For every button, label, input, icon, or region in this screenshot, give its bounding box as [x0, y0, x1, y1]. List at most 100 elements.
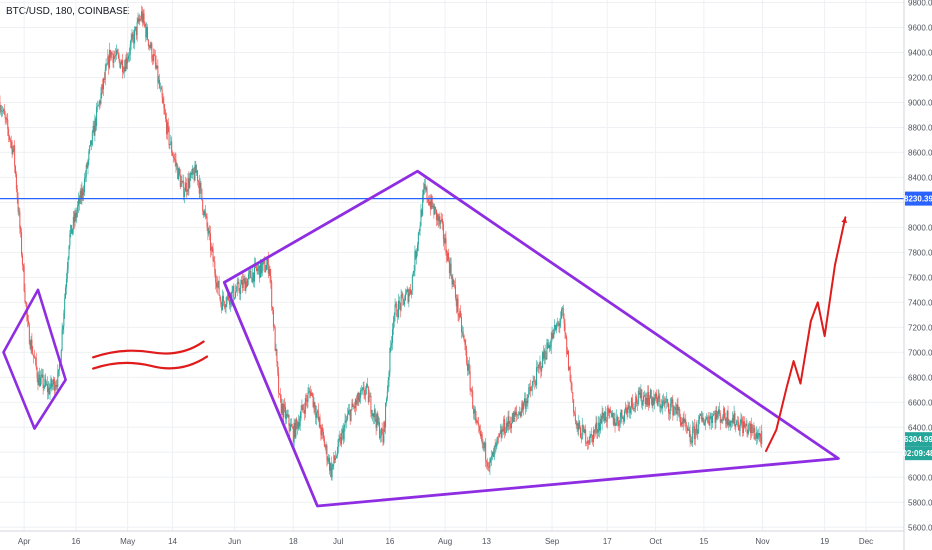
candle-body [235, 290, 237, 292]
candle-body [46, 383, 48, 385]
candle [492, 448, 494, 458]
candle-body [439, 216, 441, 224]
candle-body [693, 426, 695, 428]
candle-body [458, 314, 460, 317]
candle [429, 194, 431, 216]
time-axis[interactable]: Apr 16 May 14 Jun 18 Jul 16 Aug 13 Sep 17 Oct 15 Nov 19… [0, 530, 904, 546]
time-tick-label: May [120, 537, 135, 546]
candle-body [593, 430, 595, 433]
candle-body [414, 251, 416, 271]
candle-body [84, 178, 86, 193]
time-tick-label: Apr [18, 537, 31, 546]
candle-body [479, 431, 481, 437]
candle-body [584, 429, 586, 434]
candle-body [25, 301, 27, 304]
candle-body [413, 270, 415, 273]
candle [75, 209, 77, 222]
candle [257, 263, 259, 275]
candle-body [16, 189, 18, 200]
candle [492, 451, 494, 461]
candle [115, 44, 117, 60]
candle [318, 416, 320, 428]
candle [23, 263, 25, 293]
candle-body [314, 402, 316, 412]
candle-body [315, 411, 317, 418]
candle [347, 407, 349, 421]
candle [626, 407, 628, 420]
candle-body [322, 427, 324, 432]
candle [498, 433, 500, 438]
candle [424, 177, 426, 193]
candle-body [411, 275, 413, 291]
candle [360, 385, 362, 396]
candle [322, 423, 324, 440]
candle-body [558, 323, 560, 326]
candle-body [281, 403, 283, 413]
candle-body [521, 402, 523, 411]
candle [121, 59, 123, 65]
candle-body [575, 421, 577, 426]
candle [300, 405, 302, 421]
candle-body [404, 300, 406, 305]
candle-body [750, 423, 752, 434]
candle [374, 408, 376, 422]
candle-body [147, 39, 149, 47]
candle-body [163, 103, 165, 109]
candle [219, 294, 221, 302]
candle-body [127, 59, 129, 64]
trend-drawings[interactable] [2, 169, 848, 508]
candle [481, 432, 483, 449]
candle-body [716, 410, 718, 418]
candle-body [686, 426, 688, 428]
triangle-pattern [222, 169, 840, 508]
candle [534, 375, 536, 390]
candle-body [205, 214, 207, 217]
candle-body [684, 419, 686, 423]
candle-body [711, 416, 713, 423]
candle-body [437, 214, 439, 221]
candle [15, 164, 17, 178]
candle-body [253, 272, 255, 282]
candle [528, 383, 530, 398]
candle-body [145, 26, 147, 38]
candle [685, 413, 687, 432]
candle [580, 425, 582, 439]
candle-body [2, 111, 4, 112]
candle [66, 261, 68, 283]
candle [299, 411, 301, 431]
candle [457, 294, 459, 321]
candle [346, 416, 348, 429]
candle [359, 392, 361, 403]
candle-body [652, 397, 654, 407]
candle-body [415, 251, 417, 259]
candle-body [476, 420, 478, 423]
candle [250, 268, 252, 279]
candle [146, 22, 148, 41]
candle-body [0, 102, 1, 112]
candle [110, 51, 112, 61]
candle [749, 420, 751, 441]
candle [24, 283, 26, 304]
candle-body [699, 413, 701, 416]
candle-body [738, 429, 740, 431]
candle [174, 151, 176, 167]
candle [727, 405, 729, 428]
candle-body [500, 430, 502, 438]
candle-body [589, 435, 591, 444]
candle-body [531, 385, 533, 391]
candle [111, 50, 113, 55]
candle [304, 394, 306, 419]
candle-body [42, 374, 44, 388]
candle [657, 388, 659, 407]
candle-body [530, 390, 532, 392]
candle-body [624, 411, 626, 422]
candle [203, 209, 205, 219]
candle-body [482, 442, 484, 444]
candle [712, 411, 714, 417]
candle [169, 143, 171, 150]
candle-body [140, 19, 142, 20]
candle-body [288, 415, 290, 427]
candle-body [690, 440, 692, 442]
candle-body [321, 427, 323, 436]
